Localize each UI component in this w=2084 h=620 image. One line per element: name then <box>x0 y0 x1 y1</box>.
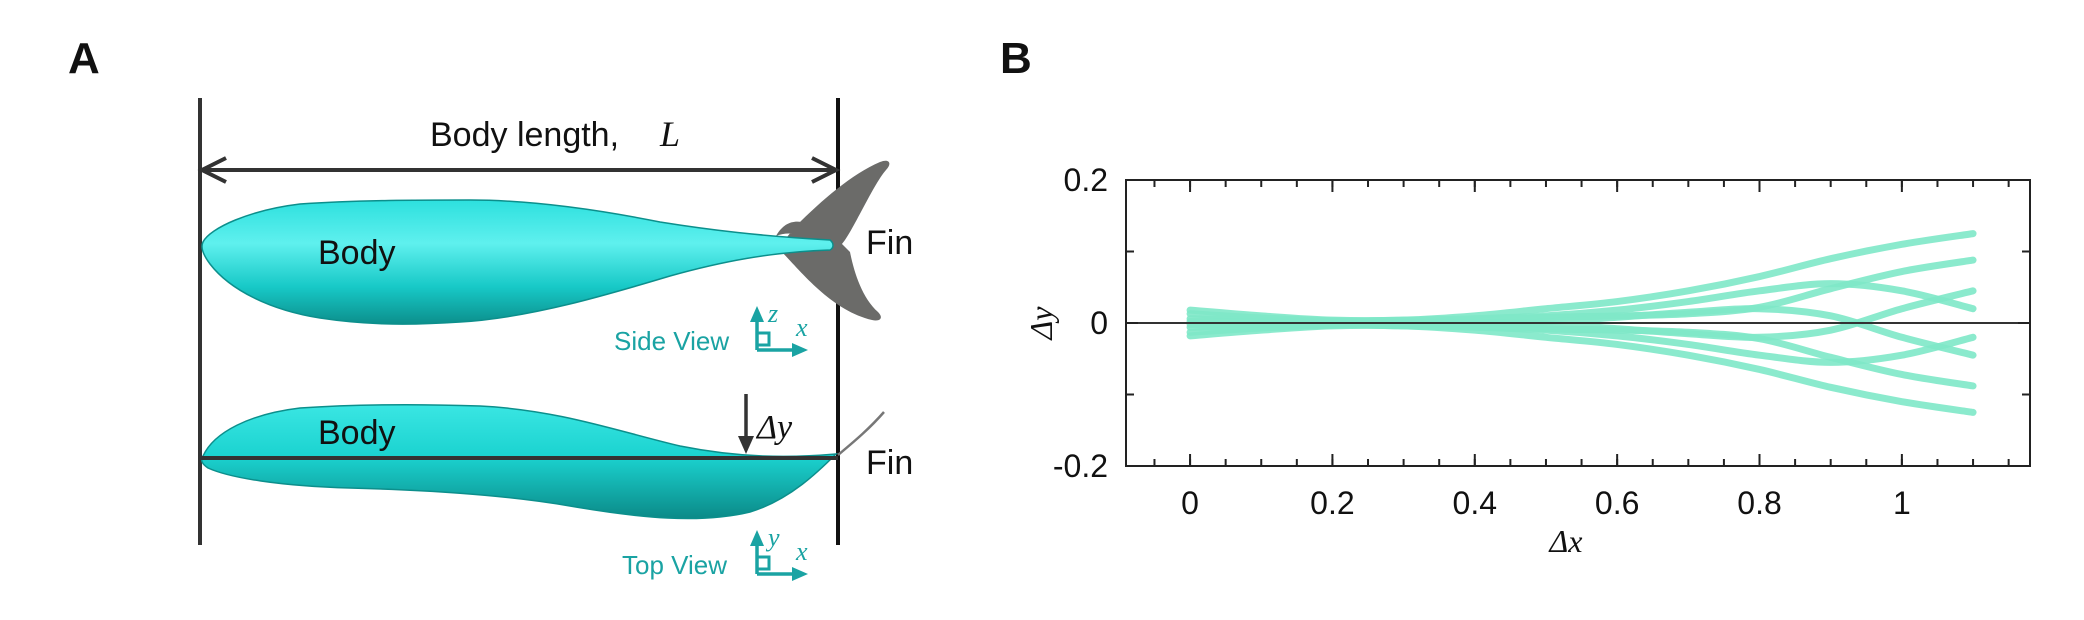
midline-series-8 <box>1186 280 1977 326</box>
top-body-label: Body <box>318 414 396 452</box>
y-tick-label: 0 <box>1090 305 1108 341</box>
side-view-axis-icon <box>750 306 808 357</box>
x-tick-label: 0.6 <box>1595 485 1639 521</box>
top-view-label: Top View <box>622 550 727 580</box>
panel-a-letter: A <box>68 34 100 83</box>
y-tick-label: -0.2 <box>1053 448 1108 484</box>
y-tick-layer: -0.2 0 0.2 <box>1053 162 2030 484</box>
top-view-fish <box>200 403 885 520</box>
x-tick-label: 0.4 <box>1453 485 1497 521</box>
top-view-fin-curve <box>837 411 885 456</box>
midline-chart-svg: 0 0.2 0.4 0.6 0.8 1 -0.2 0 0.2 Δx Δy <box>1023 162 2031 559</box>
side-fin-label: Fin <box>866 224 913 262</box>
fish-schematic-svg: Body length, L Body Fin Side View z x <box>197 98 913 581</box>
side-view-fish <box>201 160 890 325</box>
side-view-label: Side View <box>614 326 729 356</box>
x-axis-label: Δx <box>1548 523 1583 559</box>
top-axis-right-label: x <box>795 537 808 566</box>
series-layer <box>1186 230 1977 416</box>
deflection-arrow <box>738 394 754 454</box>
y-tick-label: 0.2 <box>1064 162 1108 198</box>
side-axis-right-label: x <box>795 313 808 342</box>
y-axis-label: Δy <box>1023 306 1059 342</box>
panel-a-fish-schematic: A Body length, <box>0 0 1000 620</box>
panel-b-letter: B <box>1000 34 1032 83</box>
top-view-axis-icon <box>750 530 808 581</box>
side-view-fin <box>776 160 890 321</box>
x-tick-label: 0 <box>1181 485 1199 521</box>
deflection-label: Δy <box>755 409 793 446</box>
top-view-body <box>200 403 838 520</box>
top-axis-up-label: y <box>765 523 780 552</box>
side-body-label: Body <box>318 234 396 272</box>
x-tick-label: 1 <box>1893 485 1911 521</box>
panel-b-midline-chart: B 0 0.2 0.4 0.6 0.8 1 -0.2 0 0.2 Δx Δy <box>1000 0 2084 620</box>
side-axis-up-label: z <box>767 299 778 328</box>
body-length-label: Body length, <box>430 116 619 154</box>
top-fin-label: Fin <box>866 444 913 482</box>
side-view-body <box>201 199 834 325</box>
x-tick-label: 0.2 <box>1310 485 1354 521</box>
body-length-arrow <box>197 156 841 184</box>
x-tick-label: 0.8 <box>1737 485 1781 521</box>
body-length-symbol: L <box>659 114 680 154</box>
x-tick-layer: 0 0.2 0.4 0.6 0.8 1 <box>1153 180 2010 521</box>
